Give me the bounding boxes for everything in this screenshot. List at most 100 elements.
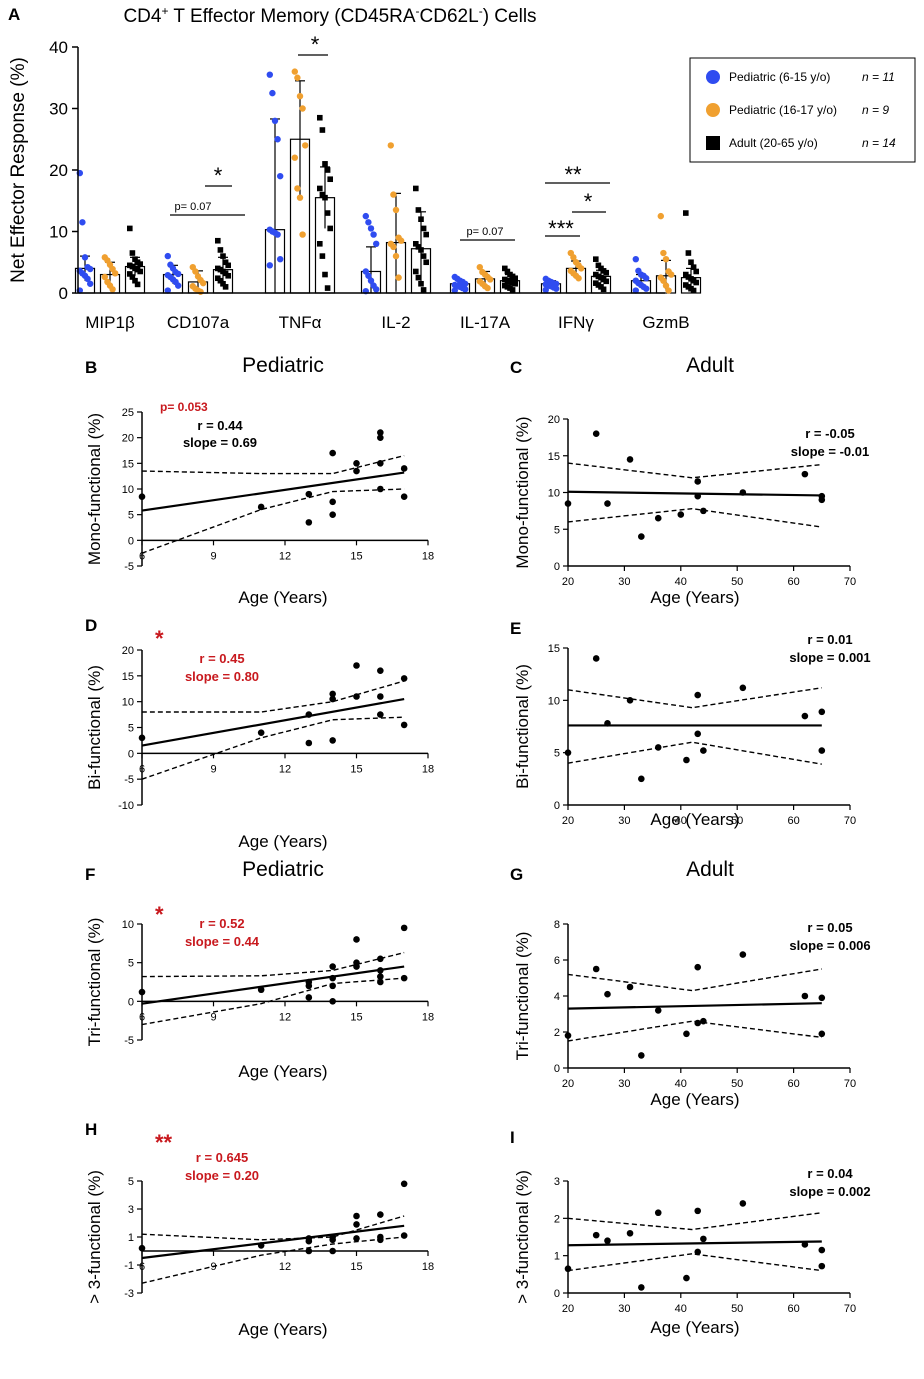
y-tick-label: 5 bbox=[128, 510, 134, 522]
y-tick-label: 10 bbox=[122, 919, 134, 931]
data-point bbox=[638, 1284, 645, 1291]
data-point bbox=[400, 924, 408, 932]
data-point bbox=[353, 936, 360, 943]
r-value: r = 0.01 bbox=[807, 632, 852, 647]
x-axis-label: Age (Years) bbox=[650, 588, 739, 607]
data-point bbox=[87, 265, 94, 273]
data-point bbox=[683, 1030, 690, 1038]
data-point bbox=[317, 185, 323, 192]
data-point bbox=[353, 662, 360, 669]
slope-value: slope = 0.80 bbox=[185, 669, 259, 684]
data-point bbox=[400, 675, 408, 682]
data-point bbox=[694, 1019, 702, 1027]
data-point bbox=[801, 712, 809, 720]
data-point bbox=[164, 252, 171, 260]
data-point bbox=[127, 271, 133, 277]
y-tick-label: 3 bbox=[554, 1176, 560, 1188]
legend-box bbox=[689, 57, 916, 163]
data-point bbox=[377, 429, 384, 436]
data-point bbox=[329, 498, 336, 506]
x-tick-label: 18 bbox=[422, 1011, 434, 1023]
data-point bbox=[367, 277, 375, 284]
x-tick-label: 12 bbox=[279, 1011, 291, 1023]
data-point bbox=[164, 287, 171, 294]
confidence-band-lower bbox=[141, 488, 405, 554]
data-point bbox=[175, 282, 182, 289]
panel-label: D bbox=[85, 616, 97, 635]
y-axis-label: Tri-functional (%) bbox=[85, 918, 104, 1047]
y-axis-label: Tri-functional (%) bbox=[513, 932, 532, 1061]
data-point bbox=[604, 990, 611, 998]
data-point bbox=[451, 287, 458, 294]
panel-label: G bbox=[510, 865, 523, 884]
data-point bbox=[818, 1262, 826, 1270]
data-point bbox=[353, 460, 360, 467]
y-tick-label: 1 bbox=[554, 1251, 560, 1263]
y-tick-label: 0 bbox=[554, 561, 560, 573]
data-point bbox=[377, 967, 384, 974]
data-point bbox=[654, 1007, 662, 1014]
data-point bbox=[700, 1017, 707, 1025]
legend-marker-adult bbox=[706, 136, 720, 150]
data-point bbox=[257, 729, 265, 736]
x-tick-label: 20 bbox=[562, 815, 574, 827]
data-point bbox=[327, 225, 333, 232]
data-point bbox=[626, 456, 634, 463]
y-tick-label: 5 bbox=[554, 748, 560, 760]
x-axis-label: Age (Years) bbox=[238, 1062, 327, 1081]
data-point bbox=[392, 206, 400, 214]
data-point bbox=[101, 273, 109, 281]
data-point bbox=[413, 185, 419, 192]
data-point bbox=[353, 963, 360, 970]
data-point bbox=[387, 142, 394, 149]
y-tick-label: 0 bbox=[128, 535, 134, 547]
data-point bbox=[370, 231, 377, 238]
panel-title: Pediatric bbox=[242, 858, 324, 881]
x-axis-label: Age (Years) bbox=[238, 588, 327, 607]
confidence-band-lower bbox=[567, 1253, 822, 1272]
data-point bbox=[269, 89, 276, 97]
data-point bbox=[266, 71, 273, 78]
significance-star: * bbox=[311, 32, 320, 57]
y-tick-label: 0 bbox=[128, 748, 134, 760]
data-point bbox=[553, 285, 560, 292]
data-point bbox=[217, 277, 224, 284]
slope-value: slope = 0.001 bbox=[789, 650, 870, 665]
regression-line bbox=[141, 1224, 405, 1260]
data-point bbox=[305, 994, 313, 1001]
data-point bbox=[319, 127, 326, 133]
panel-a-x-labels: MIP1β CD107a TNFα IL-2 IL-17A IFNγ GzmB bbox=[85, 313, 689, 332]
data-point bbox=[564, 1032, 572, 1039]
legend-label-adult: Adult (20-65 y/o) bbox=[729, 136, 818, 150]
data-point bbox=[299, 231, 306, 238]
data-point bbox=[365, 219, 372, 226]
data-point bbox=[690, 264, 697, 270]
x-tick-label: 6 bbox=[139, 550, 145, 562]
data-point bbox=[225, 262, 231, 269]
y-tick-label: -5 bbox=[124, 1035, 134, 1047]
data-point bbox=[79, 219, 86, 226]
data-point bbox=[138, 493, 146, 501]
data-point bbox=[400, 465, 408, 472]
y-tick-label: 10 bbox=[548, 488, 560, 500]
y-tick-label: 30 bbox=[49, 100, 68, 119]
y-axis-label: Bi-functional (%) bbox=[85, 665, 104, 790]
y-tick-label: 15 bbox=[122, 671, 134, 683]
data-point bbox=[654, 744, 662, 751]
data-point bbox=[266, 262, 273, 269]
y-tick-label: 1 bbox=[128, 1232, 134, 1244]
data-point bbox=[329, 690, 336, 698]
regression-line bbox=[567, 490, 822, 497]
p-value-label: p= 0.07 bbox=[466, 226, 503, 238]
data-point bbox=[390, 243, 397, 251]
x-tick-label: 18 bbox=[422, 763, 434, 775]
data-point bbox=[638, 1052, 645, 1059]
data-point bbox=[317, 114, 323, 121]
panel-c: C Adult 0 5 10 15 20 20 30 40 50 60 70 Age (Years) Mon… bbox=[510, 354, 869, 607]
data-point bbox=[512, 280, 518, 287]
significance-star: ** bbox=[564, 162, 582, 187]
panel-f: F Pediatric -5 0 5 10 6 9 12 15 18 Age (Years) Tri-f… bbox=[85, 858, 434, 1081]
confidence-band-lower bbox=[567, 1020, 822, 1042]
data-point bbox=[693, 279, 699, 286]
